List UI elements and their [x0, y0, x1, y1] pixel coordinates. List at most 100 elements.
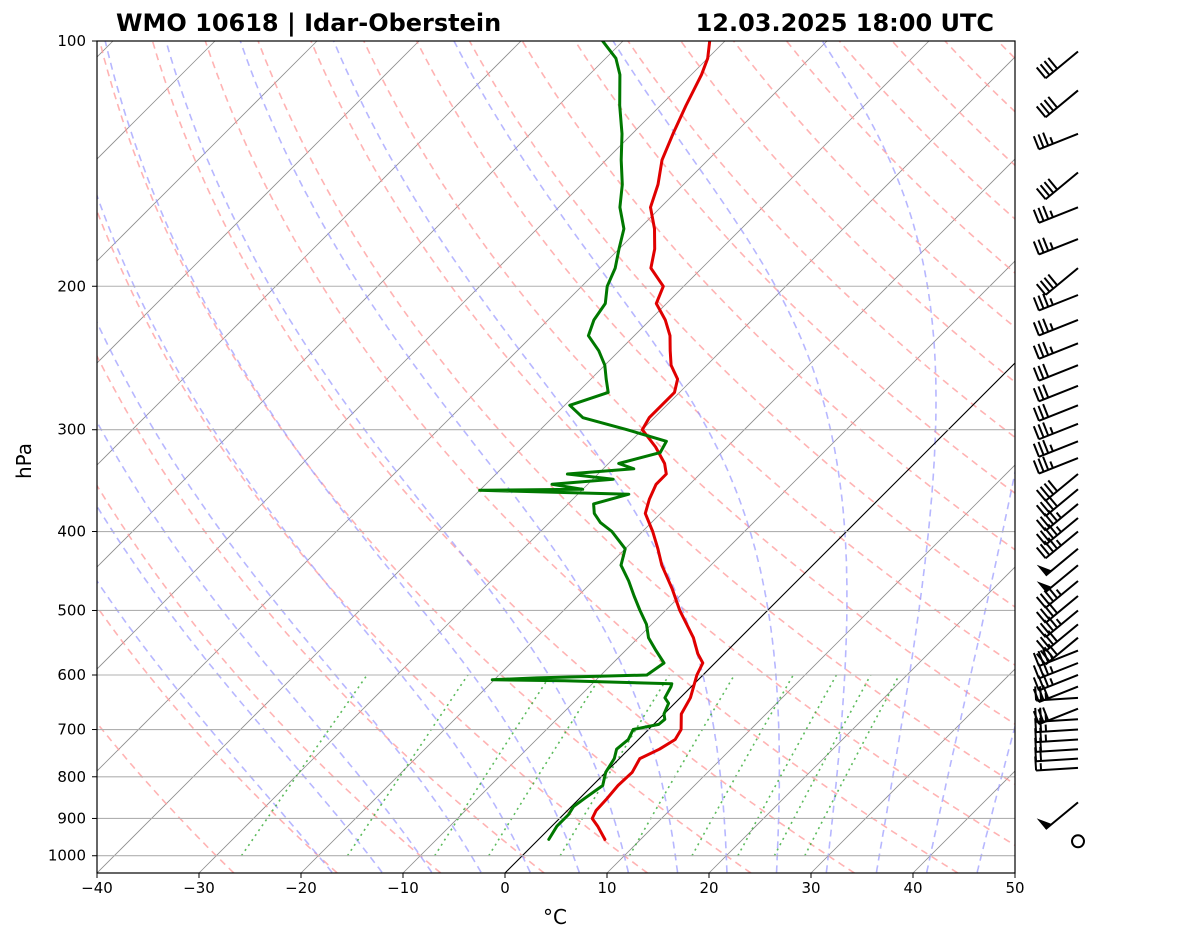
mixing-ratio-line: [628, 674, 736, 857]
dry-adiabat-line: [97, 605, 338, 873]
wind-barb: [1032, 132, 1079, 151]
isotherm-line: [97, 41, 828, 772]
x-tick-label: −30: [183, 879, 215, 897]
dry-adiabat-line: [732, 41, 1015, 329]
plot-frame: [96, 40, 1016, 874]
dry-adiabat-line: [468, 41, 1015, 608]
x-tick-label: 20: [699, 879, 718, 897]
dry-adiabat-line: [785, 41, 1015, 275]
wind-barb: [1036, 801, 1079, 830]
moist-adiabat-line: [104, 41, 581, 873]
moist-adiabat-line: [239, 41, 679, 873]
wind-barb: [1032, 384, 1079, 403]
wind-barb: [1035, 623, 1079, 652]
dry-adiabat-line: [97, 208, 648, 873]
moist-adiabat-line: [97, 320, 482, 873]
isotherm-line: [97, 41, 726, 670]
moist-adiabat-line: [332, 41, 728, 873]
dry-adiabat-line: [627, 41, 1015, 439]
mixing-ratio-line: [804, 674, 901, 857]
dry-adiabat-line: [151, 41, 855, 873]
zero-isotherm-line: [504, 362, 1015, 873]
dry-adiabat-line: [574, 41, 1015, 495]
dry-adiabat-line: [1051, 41, 1181, 873]
dry-adiabat-line: [838, 41, 1015, 221]
isotherm-line: [97, 41, 930, 873]
dry-adiabat-line: [363, 41, 1015, 726]
dry-adiabat-line: [1104, 41, 1181, 873]
chart-title-right: 12.03.2025 18:00 UTC: [696, 9, 994, 37]
dry-adiabat-line: [680, 41, 1015, 384]
dry-adiabat-line: [521, 41, 1015, 551]
dry-adiabat-line: [415, 41, 1015, 667]
y-axis-ticks: 1000 900 800 700 600 500 400 300 200 100: [48, 32, 97, 865]
mixing-ratio-line: [773, 674, 872, 857]
x-tick-label: 30: [801, 879, 820, 897]
wind-barb: [1035, 636, 1079, 666]
x-tick-label: 10: [597, 879, 616, 897]
x-tick-label: −10: [387, 879, 419, 897]
wind-barb: [1032, 293, 1079, 312]
chart-title-left: WMO 10618 | Idar-Oberstein: [116, 9, 501, 37]
moist-adiabat-line: [165, 41, 630, 873]
mixing-ratio-line: [737, 674, 838, 857]
y-tick-label: 300: [57, 421, 86, 439]
wind-barb: [1032, 456, 1079, 475]
wind-barb: [1032, 439, 1079, 458]
y-tick-label: 800: [57, 768, 86, 786]
y-tick-label: 600: [57, 666, 86, 684]
wind-barb: [1035, 609, 1079, 639]
wind-barb: [1035, 171, 1079, 201]
isotherm-line: [97, 41, 420, 364]
x-tick-label: −40: [81, 879, 113, 897]
dry-adiabat-line: [1156, 41, 1181, 873]
y-tick-label: 100: [57, 32, 86, 50]
y-tick-label: 1000: [48, 847, 86, 865]
wind-barb: [1032, 403, 1079, 422]
mixing-ratio-line: [434, 674, 552, 857]
wind-barb: [1036, 548, 1079, 577]
background-lines: [97, 41, 1181, 873]
dry-adiabat-line: [257, 41, 1015, 847]
x-tick-label: 50: [1005, 879, 1024, 897]
wind-barb: [1032, 205, 1079, 224]
wind-barb: [1032, 318, 1079, 337]
isotherm-line: [97, 41, 522, 466]
isotherm-line: [1117, 41, 1181, 873]
x-axis-label: °C: [543, 905, 567, 929]
dry-adiabat-line: [98, 41, 752, 873]
isotherm-line: [606, 464, 1015, 873]
wind-barb: [1035, 530, 1079, 560]
x-tick-label: 0: [500, 879, 510, 897]
mixing-ratio-line: [488, 674, 603, 857]
wind-barb: [1071, 834, 1085, 849]
isotherm-line: [912, 770, 1015, 873]
wind-barb: [1032, 341, 1079, 360]
x-tick-label: 40: [903, 879, 922, 897]
mixing-ratio-line: [240, 674, 368, 857]
sounding-profiles: [478, 41, 712, 841]
isotherm-line: [97, 41, 624, 568]
y-tick-label: 400: [57, 523, 86, 541]
isotherm-line: [402, 260, 1015, 873]
y-tick-label: 500: [57, 601, 86, 619]
y-tick-label: 200: [57, 277, 86, 295]
wind-barbs: [1032, 50, 1085, 849]
dewpoint-profile-line: [478, 41, 674, 841]
dry-adiabat-line: [97, 354, 545, 873]
wind-barb: [1032, 422, 1079, 441]
wind-barb: [1035, 580, 1079, 609]
wind-barb: [1035, 50, 1079, 80]
moist-adiabat-line: [97, 420, 433, 873]
wind-barb: [1035, 503, 1079, 532]
mixing-ratio-line: [346, 674, 469, 857]
isotherm-line: [198, 56, 1015, 873]
wind-barb: [1035, 473, 1079, 502]
wind-barb: [1032, 363, 1079, 382]
y-tick-label: 900: [57, 809, 86, 827]
moist-adiabat-line: [925, 468, 1015, 873]
mixing-ratio-line: [559, 674, 670, 857]
x-tick-label: −20: [285, 879, 317, 897]
wind-barb: [1036, 564, 1079, 593]
